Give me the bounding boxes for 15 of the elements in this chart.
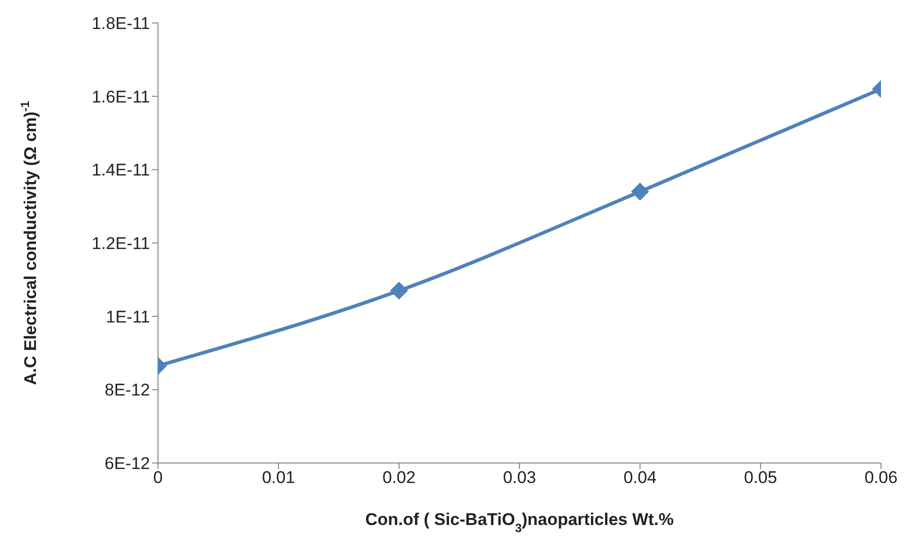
x-tick-label: 0.06 — [864, 468, 898, 488]
y-tick-label: 1.6E-11 — [92, 87, 150, 106]
y-tick-label: 1E-11 — [106, 307, 150, 326]
y-tick-label: 6E-12 — [104, 454, 150, 474]
x-tick-label: 0 — [153, 468, 163, 488]
x-tick-label: 0.05 — [744, 468, 778, 488]
x-axis-title: Con.of ( Sic-BaTiO$_{3}$)naoparticles Wt.% — [365, 510, 674, 535]
x-tick-label: 0.03 — [502, 468, 536, 488]
y-tick-label: 1.8E-11 — [92, 14, 150, 34]
x-tick-label: 0.02 — [382, 468, 416, 488]
y-tick-label: 1.2E-11 — [92, 234, 150, 254]
x-tick-label: 0.01 — [262, 468, 296, 488]
y-tick-label: 8E-12 — [104, 380, 150, 400]
y-tick-label: 1.4E-11 — [92, 160, 150, 180]
x-tick-label: 0.04 — [623, 468, 657, 488]
